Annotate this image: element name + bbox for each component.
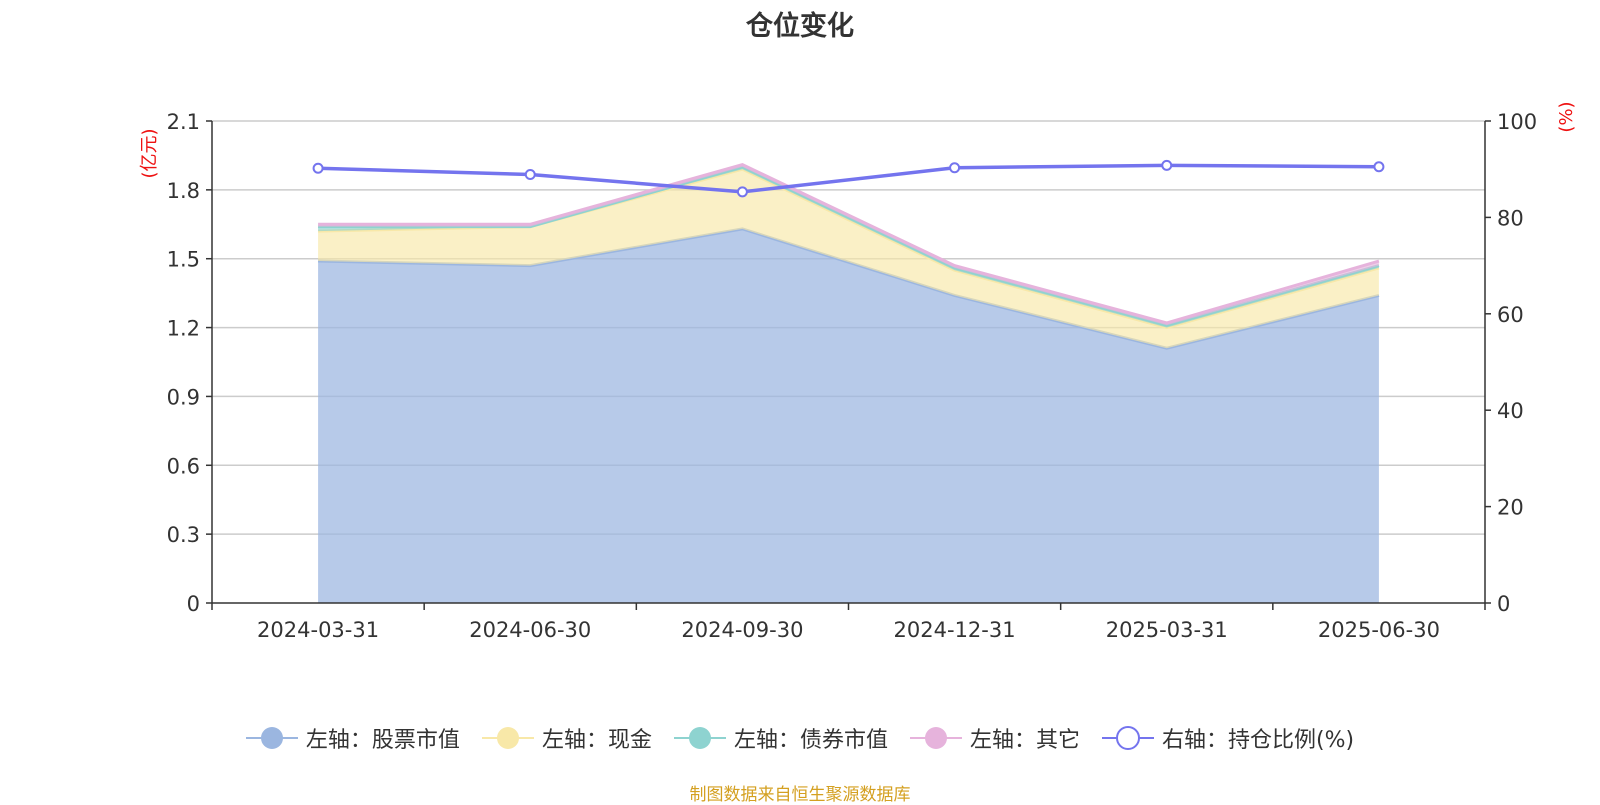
area-series-line-4 — [318, 163, 1380, 325]
legend-item[interactable]: 左轴：现金 — [481, 722, 652, 754]
x-axis-tick-label: 2024-03-31 — [257, 618, 379, 642]
holding-ratio-line — [318, 163, 1379, 194]
right-axis-tick-label: 80 — [1497, 206, 1524, 230]
legend-marker-icon — [245, 727, 298, 749]
holding-ratio-point — [949, 162, 961, 174]
holding-ratio-point — [1373, 161, 1385, 173]
left-axis-tick-label: 0.3 — [167, 523, 200, 547]
chart-title: 仓位变化 — [746, 11, 854, 42]
right-axis-tick-label: 40 — [1497, 399, 1524, 423]
left-axis-tick-label: 0.9 — [167, 385, 200, 409]
left-axis-tick-label: 0 — [187, 592, 200, 616]
legend-item[interactable]: 左轴：债券市值 — [673, 722, 888, 754]
right-axis-unit: (%) — [1556, 101, 1577, 132]
legend-label: 右轴：持仓比例(%) — [1161, 728, 1355, 753]
right-axis-tick-label: 0 — [1497, 592, 1510, 616]
right-axis-tick-label: 60 — [1497, 303, 1524, 327]
legend-label: 左轴：股票市值 — [305, 728, 460, 753]
x-axis-tick-label: 2025-06-30 — [1318, 618, 1440, 642]
legend-item[interactable]: 左轴：股票市值 — [245, 722, 460, 754]
legend-label: 左轴：其它 — [969, 728, 1080, 753]
legend-marker-icon — [909, 727, 962, 749]
x-axis-tick-label: 2024-06-30 — [469, 618, 591, 642]
area-series-2 — [318, 169, 1379, 349]
x-axis-tick-label: 2025-03-31 — [1106, 618, 1228, 642]
holding-ratio-point — [524, 169, 536, 181]
legend-marker-icon — [673, 727, 726, 749]
legend-item[interactable]: 右轴：持仓比例(%) — [1101, 722, 1355, 754]
left-axis-tick-label: 2.1 — [167, 110, 200, 134]
chart-legend: 左轴：股票市值 左轴：现金 左轴：债券市值 左轴：其它 右轴：持仓比例(%) — [0, 722, 1600, 754]
left-axis-tick-label: 1.8 — [167, 179, 200, 203]
legend-label: 左轴：现金 — [541, 728, 652, 753]
right-axis-tick-label: 100 — [1497, 110, 1537, 134]
left-axis-tick-label: 1.2 — [167, 317, 200, 341]
data-source-note: 制图数据来自恒生聚源数据库 — [689, 785, 911, 805]
legend-marker-icon — [481, 727, 534, 749]
holding-ratio-point — [1161, 159, 1173, 171]
legend-marker-icon — [1101, 726, 1154, 750]
legend-label: 左轴：债券市值 — [733, 728, 888, 753]
holding-ratio-point — [736, 186, 748, 198]
right-axis-tick-label: 20 — [1497, 496, 1524, 520]
legend-item[interactable]: 左轴：其它 — [909, 722, 1080, 754]
x-axis-tick-label: 2024-12-31 — [894, 618, 1016, 642]
left-axis-unit: (亿元) — [139, 128, 160, 178]
holding-ratio-point — [312, 162, 324, 174]
area-series-line-1 — [318, 227, 1380, 350]
x-axis-tick-label: 2024-09-30 — [681, 618, 803, 642]
left-axis-tick-label: 1.5 — [167, 248, 200, 272]
area-series-1 — [318, 228, 1379, 603]
left-axis-tick-label: 0.6 — [167, 454, 200, 478]
